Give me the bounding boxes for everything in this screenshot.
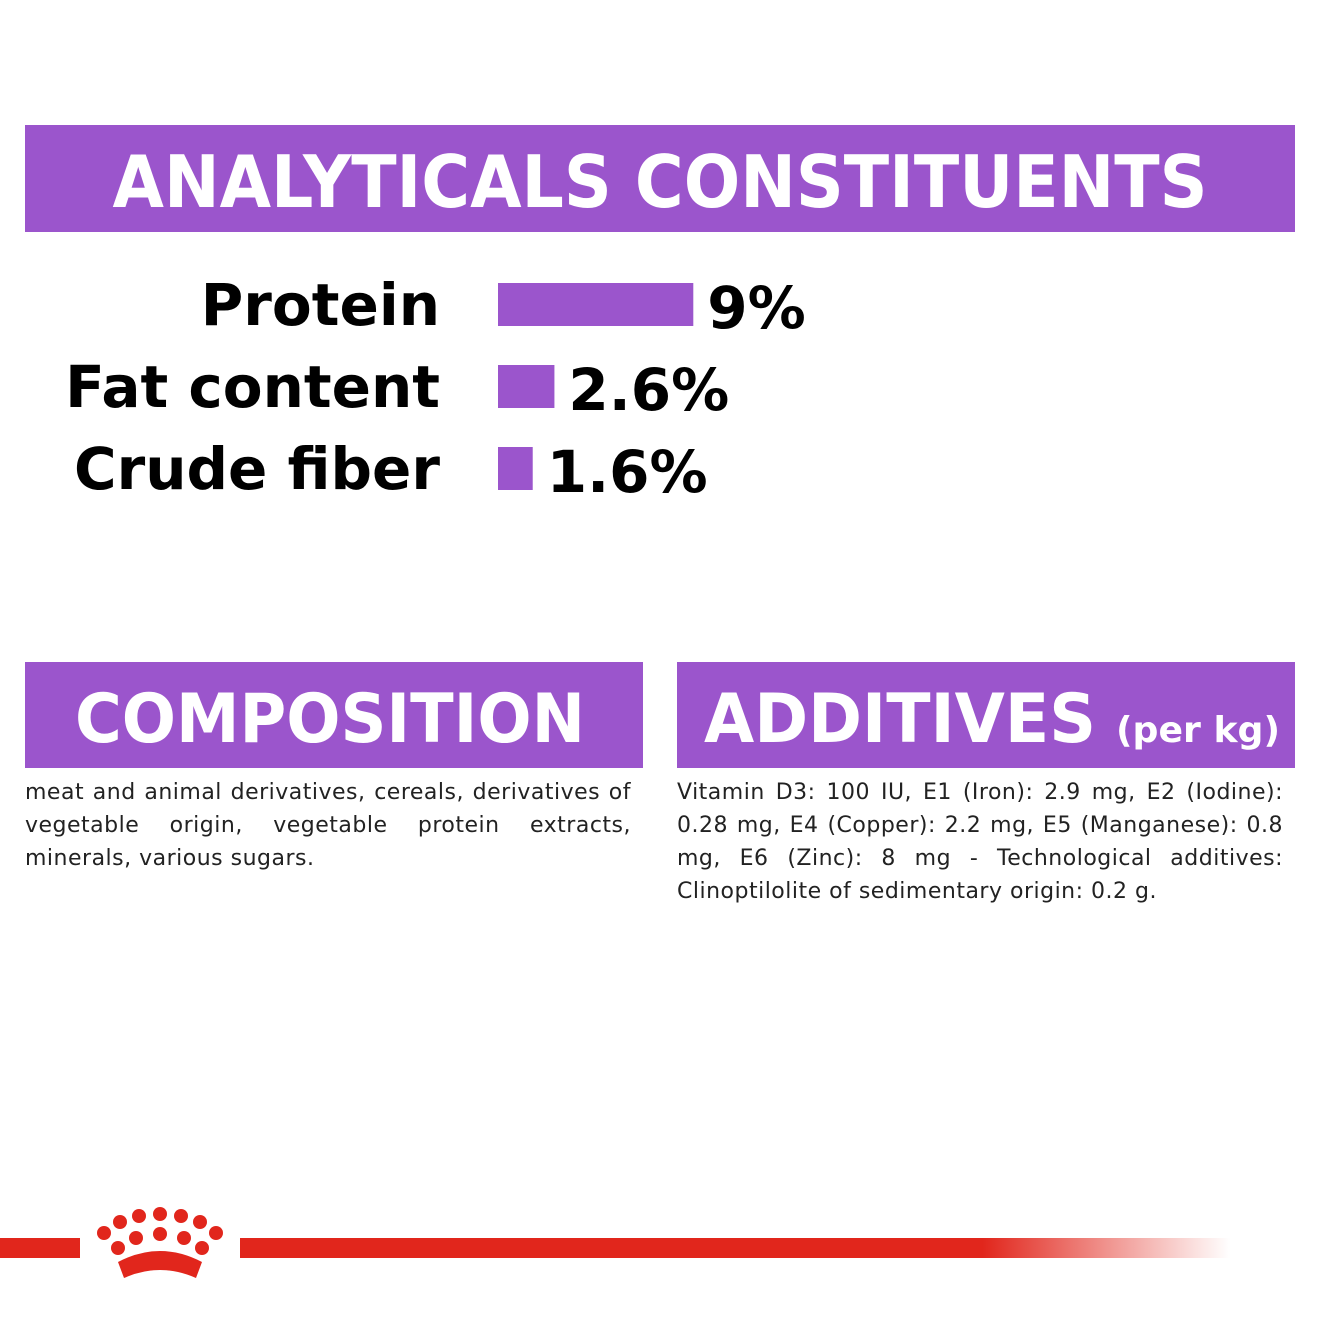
crown-dot [195,1241,209,1255]
value-label: 1.6% [547,438,708,506]
bar [498,283,694,326]
chart-title: ANALYTICALS CONSTITUENTS [113,140,1208,224]
title-banner [25,125,1295,232]
crown-dot [129,1231,143,1245]
additives-banner [677,662,1295,768]
additives-text: Vitamin D3: 100 IU, E1 (Iron): 2.9 mg, E… [677,780,1283,904]
crown-base [118,1251,202,1278]
composition-title: COMPOSITION [75,680,585,759]
crown-dot [113,1215,127,1229]
crown-dot [153,1207,167,1221]
crown-dot [132,1209,146,1223]
crown-dot [97,1226,111,1240]
brand-line [0,1238,80,1258]
brand-line [240,1238,1230,1258]
additives-title: ADDITIVES [704,680,1096,759]
crown-dot [111,1241,125,1255]
category-label: Fat content [65,353,440,421]
crown-dot [209,1226,223,1240]
composition-banner [25,662,643,768]
composition-text: meat and animal derivatives, cereals, de… [25,780,631,871]
crown-dot [177,1231,191,1245]
crown-logo [97,1207,223,1278]
bar [498,447,533,490]
additives-unit: (per kg) [1116,710,1280,751]
value-label: 9% [707,274,805,342]
value-label: 2.6% [568,356,729,424]
bar [498,365,555,408]
crown-dot [193,1215,207,1229]
category-label: Protein [201,271,440,339]
crown-dot [174,1209,188,1223]
category-label: Crude fiber [74,435,440,503]
crown-dot [153,1227,167,1241]
